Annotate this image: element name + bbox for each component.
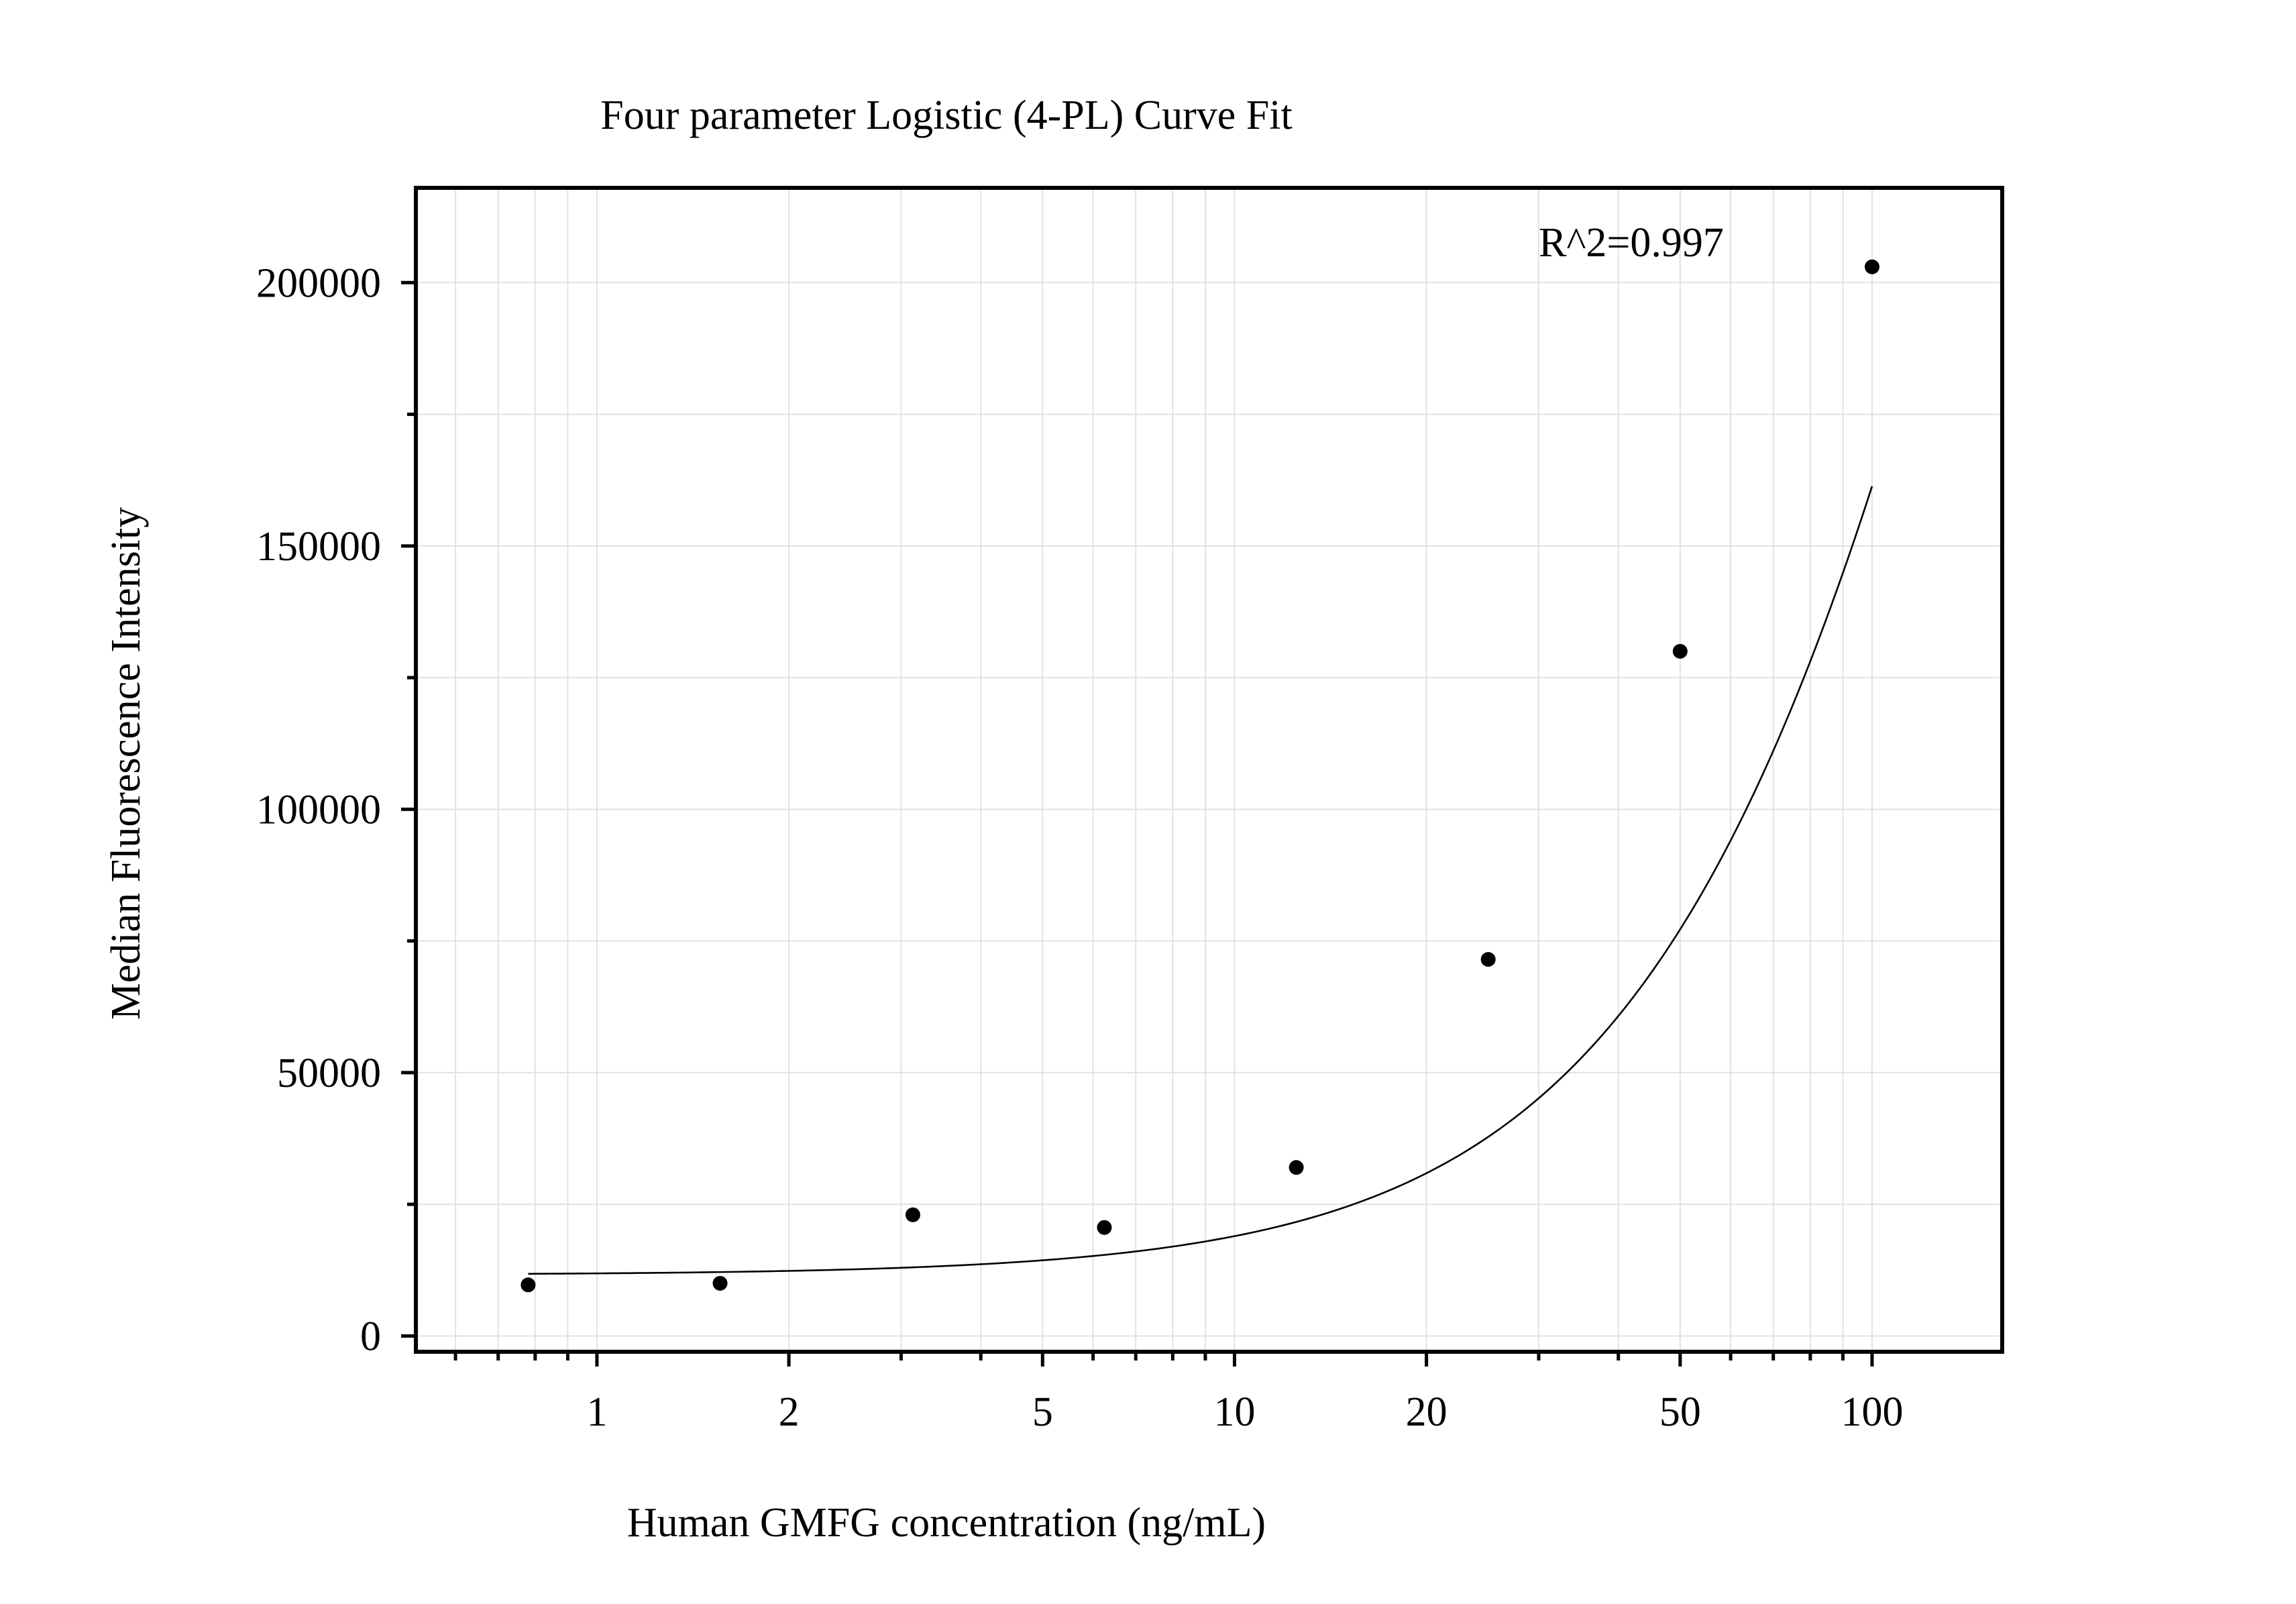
- y-tick-labels: 0 50000 100000 150000 200000: [256, 260, 381, 1359]
- y-tick-label: 50000: [277, 1051, 381, 1096]
- y-tick-label: 100000: [256, 787, 381, 833]
- x-tick-label: 10: [1213, 1389, 1255, 1435]
- data-point: [905, 1207, 920, 1222]
- x-tick-label: 2: [779, 1389, 800, 1435]
- y-tick-label: 0: [360, 1314, 381, 1359]
- data-point: [1672, 643, 1688, 659]
- y-tick-label: 200000: [256, 260, 381, 306]
- data-point: [521, 1277, 536, 1293]
- x-axis-label: Human GMFG concentration (ng/mL): [627, 1500, 1266, 1546]
- plot-frame: [414, 186, 2004, 1354]
- x-tick-label: 5: [1032, 1389, 1053, 1435]
- chart-title: Four parameter Logistic (4-PL) Curve Fit: [600, 93, 1292, 138]
- data-point: [1289, 1160, 1304, 1175]
- x-tick-label: 1: [586, 1389, 607, 1435]
- data-point: [1097, 1220, 1112, 1235]
- y-tick-label: 150000: [256, 524, 381, 570]
- grid: [416, 188, 2002, 1352]
- x-tick-label: 50: [1659, 1389, 1701, 1435]
- data-points: [521, 259, 1879, 1293]
- data-point: [712, 1275, 728, 1291]
- r-squared-annotation: R^2=0.997: [1539, 220, 1724, 266]
- x-tick-labels: 1 2 5 10 20 50 100: [586, 1389, 1903, 1435]
- y-axis-label: Median Fluorescence Intensity: [103, 507, 149, 1020]
- fit-curve-layer: [528, 486, 1873, 1275]
- axis-ticks: [401, 280, 1874, 1367]
- data-point: [1864, 259, 1879, 274]
- fit-curve: [528, 486, 1873, 1275]
- data-point: [1480, 952, 1496, 967]
- x-tick-label: 100: [1841, 1389, 1903, 1435]
- x-tick-label: 20: [1406, 1389, 1447, 1435]
